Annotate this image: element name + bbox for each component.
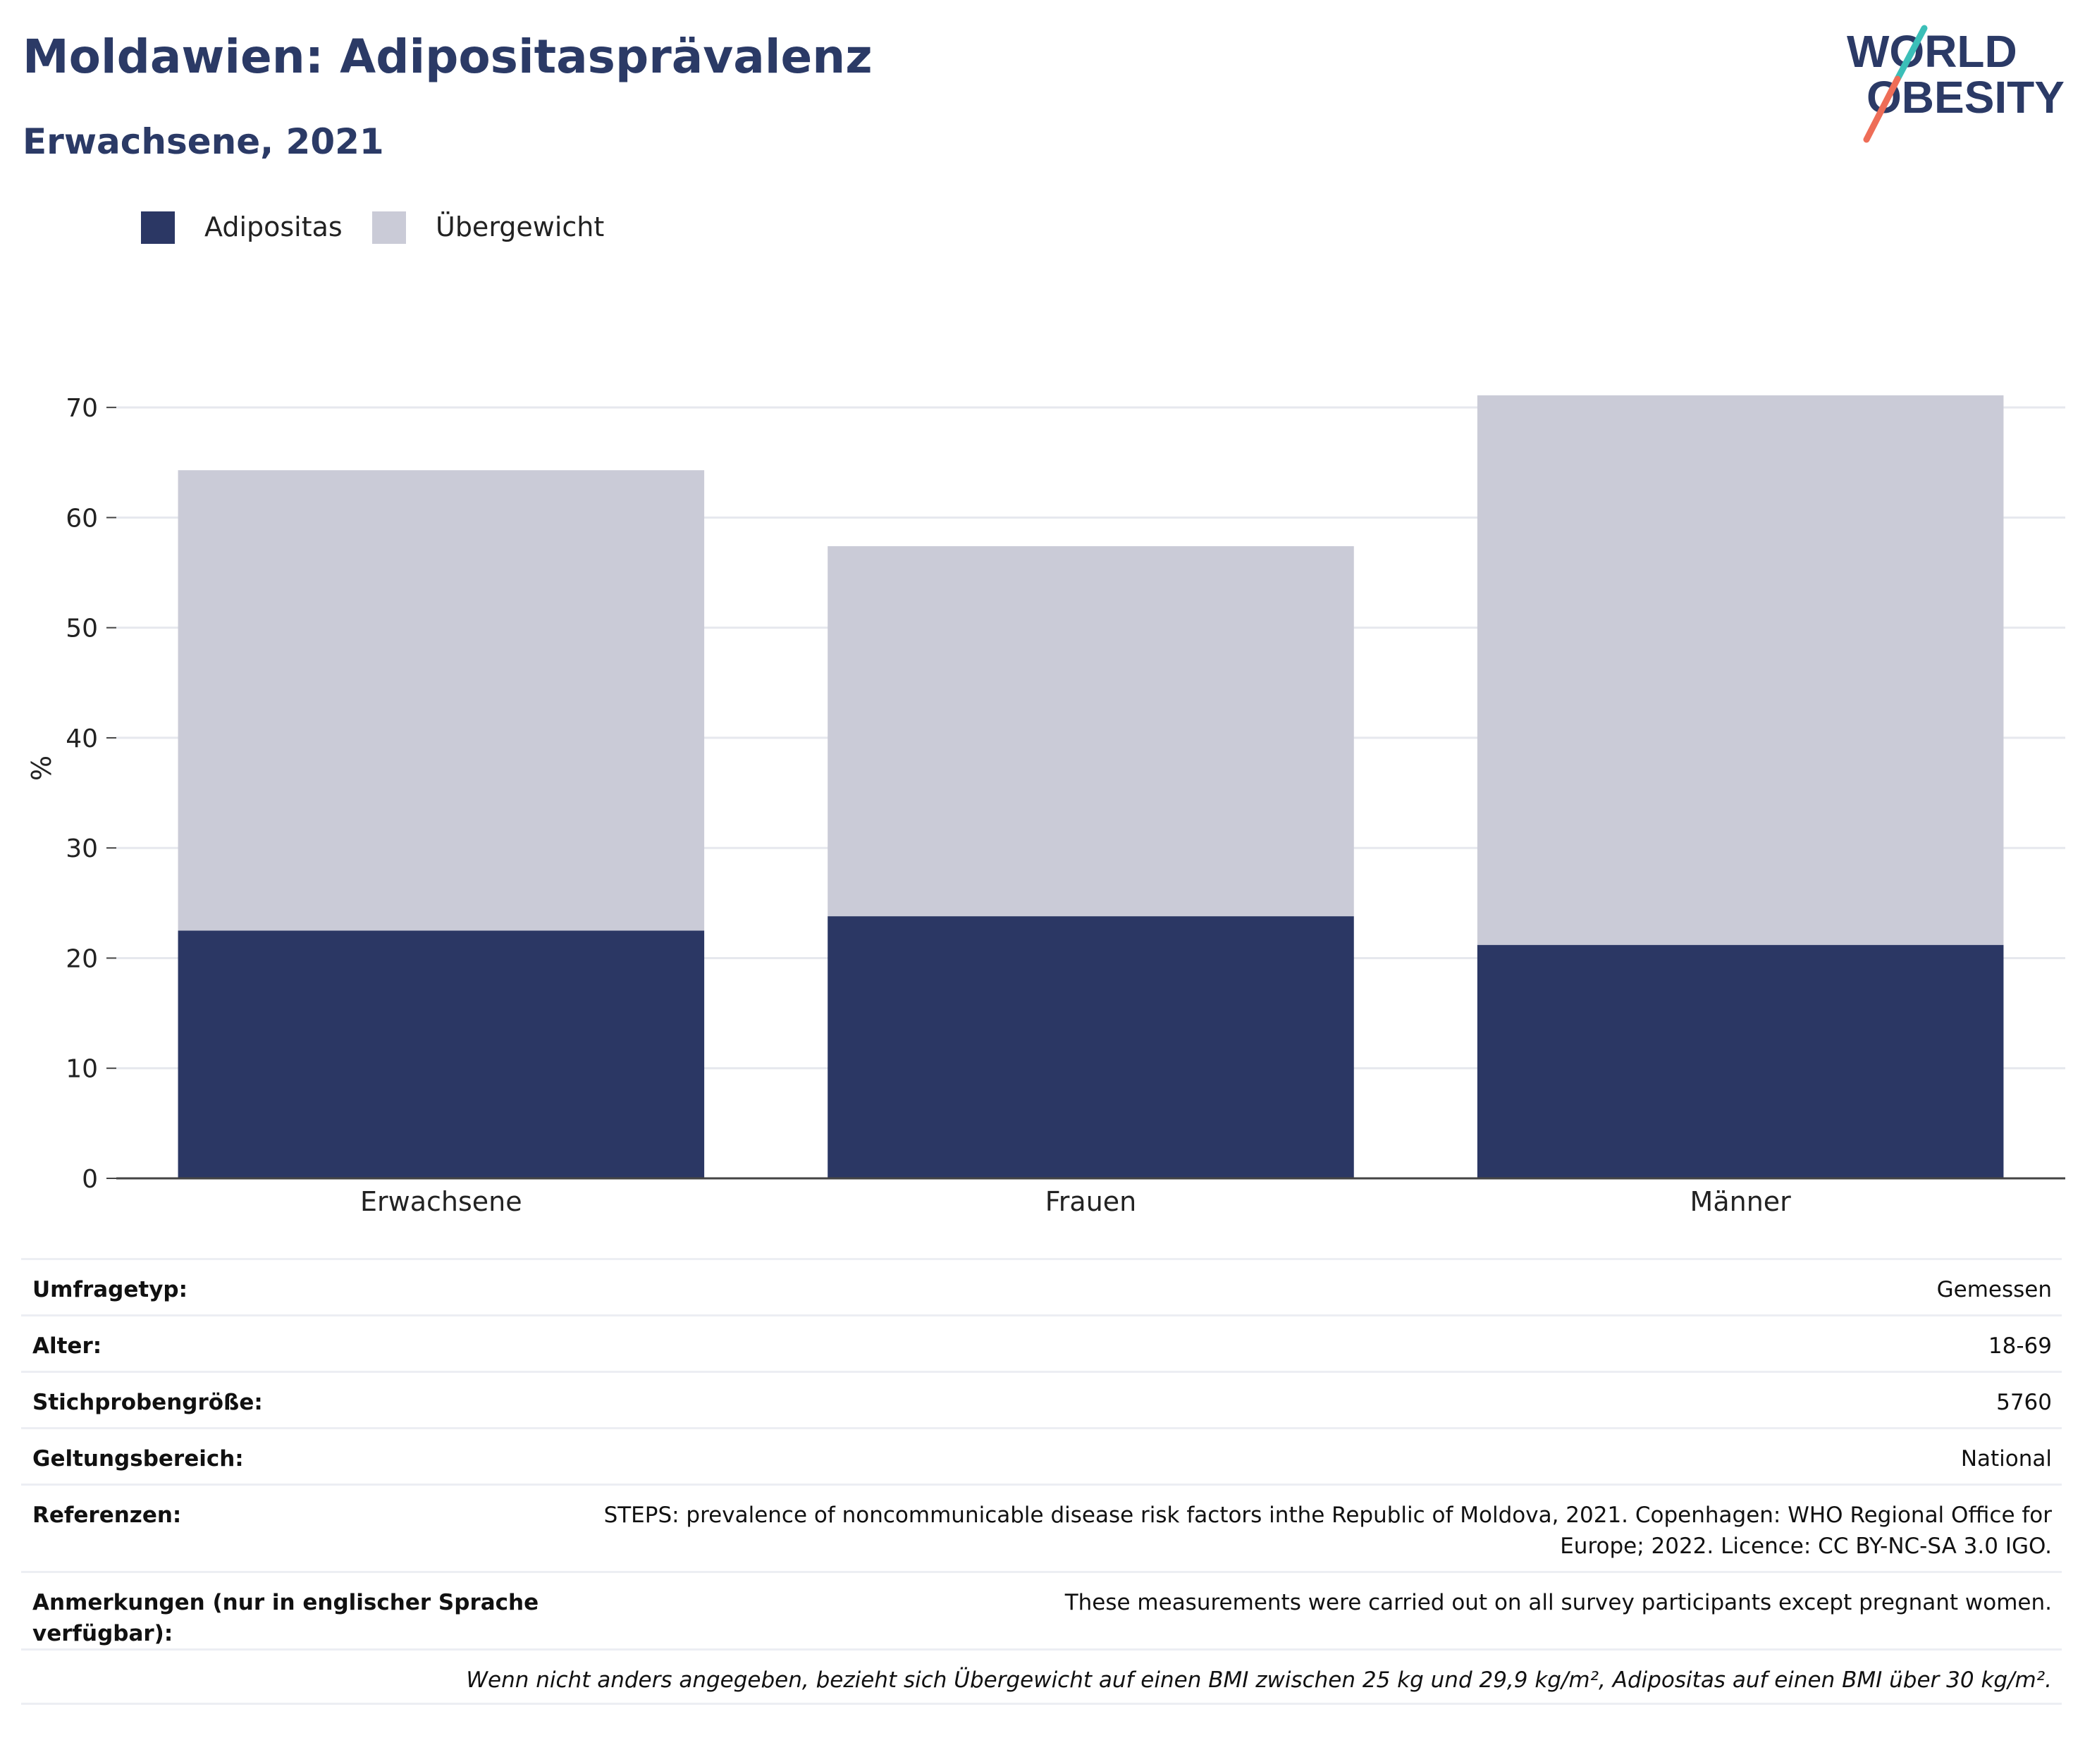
y-tick-label: 50 xyxy=(66,615,98,643)
y-tick-label: 20 xyxy=(66,944,98,973)
y-tick-label: 60 xyxy=(66,504,98,533)
meta-value-sample-size: 5760 xyxy=(1996,1390,2052,1415)
y-tick-label: 40 xyxy=(66,724,98,753)
bars xyxy=(178,395,2004,1178)
meta-value-age: 18-69 xyxy=(1988,1333,2052,1359)
bar--bergewicht-frauen[interactable] xyxy=(828,546,1354,917)
y-axis-ticks: 0 10 20 30 40 50 60 70 xyxy=(66,394,116,1194)
page-subtitle: Erwachsene, 2021 xyxy=(23,121,384,162)
legend-swatch-uebergewicht xyxy=(372,211,406,244)
meta-label-scope: Geltungsbereich: xyxy=(32,1446,244,1472)
meta-row-references: Referenzen: STEPS: prevalence of noncomm… xyxy=(21,1484,2062,1571)
meta-footnote: Wenn nicht anders angegeben, bezieht sic… xyxy=(466,1667,2052,1693)
logo-slash-top xyxy=(1894,25,1928,82)
y-tick-label: 0 xyxy=(82,1165,98,1194)
meta-label-survey-type: Umfragetyp: xyxy=(32,1277,187,1302)
logo-slash-bottom xyxy=(1863,75,1901,143)
meta-value-notes: These measurements were carried out on a… xyxy=(1064,1590,2052,1615)
y-tick-label: 30 xyxy=(66,834,98,863)
x-tick-label: Frauen xyxy=(1045,1186,1137,1217)
logo-line1: WORLD xyxy=(1847,26,2017,77)
y-tick-label: 70 xyxy=(66,394,98,423)
meta-row-notes: Anmerkungen (nur in englischer Sprache v… xyxy=(21,1571,2062,1648)
bar-adipositas-m-nner[interactable] xyxy=(1477,944,2004,1178)
x-tick-label: Erwachsene xyxy=(360,1186,522,1217)
bar-adipositas-frauen[interactable] xyxy=(828,916,1354,1178)
meta-row-survey-type: Umfragetyp: Gemessen xyxy=(21,1258,2062,1314)
x-axis-ticks: Erwachsene Frauen Männer xyxy=(360,1186,1791,1217)
meta-row-sample-size: Stichprobengröße: 5760 xyxy=(21,1371,2062,1427)
world-obesity-logo: WORLD OBESITY xyxy=(1847,25,2065,143)
meta-value-survey-type: Gemessen xyxy=(1936,1277,2052,1302)
y-axis-label: % xyxy=(26,755,57,781)
meta-label-references: Referenzen: xyxy=(32,1503,182,1528)
meta-row-footnote: Wenn nicht anders angegeben, bezieht sic… xyxy=(21,1648,2062,1705)
legend-swatch-adipositas xyxy=(141,211,175,244)
bar--bergewicht-erwachsene[interactable] xyxy=(178,470,705,931)
meta-value-scope: National xyxy=(1960,1446,2052,1472)
legend-label-uebergewicht: Übergewicht xyxy=(436,211,605,242)
meta-label-notes: Anmerkungen (nur in englischer Sprache v… xyxy=(32,1590,539,1646)
meta-row-age: Alter: 18-69 xyxy=(21,1314,2062,1371)
survey-metadata-table: Umfragetyp: Gemessen Alter: 18-69 Stichp… xyxy=(21,1258,2062,1705)
meta-value-references: STEPS: prevalence of noncommunicable dis… xyxy=(603,1503,2052,1559)
y-tick-label: 10 xyxy=(66,1055,98,1084)
page-title: Moldawien: Adipositasprävalenz xyxy=(23,30,873,84)
meta-row-scope: Geltungsbereich: National xyxy=(21,1427,2062,1484)
meta-label-sample-size: Stichprobengröße: xyxy=(32,1390,263,1415)
bar--bergewicht-m-nner[interactable] xyxy=(1477,395,2004,945)
x-tick-label: Männer xyxy=(1690,1186,1792,1217)
bar-chart: 0 10 20 30 40 50 60 70 Erwachsene Frauen Männer % xyxy=(26,394,2065,1217)
legend-label-adipositas: Adipositas xyxy=(204,211,343,242)
bar-adipositas-erwachsene[interactable] xyxy=(178,930,705,1178)
meta-label-age: Alter: xyxy=(32,1333,102,1359)
